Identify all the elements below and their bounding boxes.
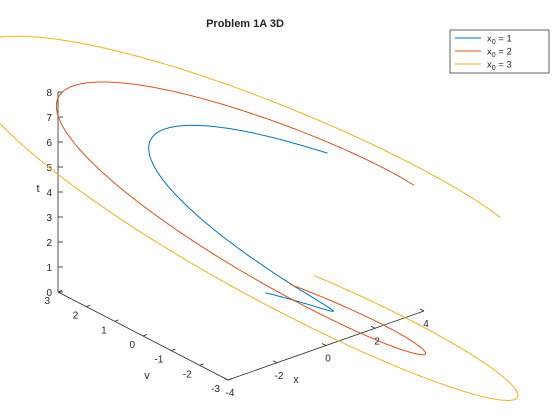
tick-marks xyxy=(57,91,425,381)
series-line-2 xyxy=(0,35,519,401)
v-tick-label: 3 xyxy=(44,296,50,307)
t-tick-label: 8 xyxy=(46,88,52,99)
x-axis-label: x xyxy=(293,374,299,386)
plot-lines xyxy=(0,35,519,401)
series-line-0 xyxy=(148,124,334,312)
series-line-1 xyxy=(55,81,427,356)
x-tick-label: -4 xyxy=(226,388,235,399)
chart-title: Problem 1A 3D xyxy=(206,18,284,30)
v-tick xyxy=(227,378,233,381)
v-tick xyxy=(86,304,91,308)
v-tick-label: -2 xyxy=(183,369,192,380)
v-tick-label: -3 xyxy=(211,384,220,395)
v-tick-label: 2 xyxy=(73,311,79,322)
t-tick-label: 1 xyxy=(46,263,52,274)
x-tick xyxy=(419,308,425,312)
x-tick-label: -2 xyxy=(275,371,284,382)
legend-label-0: x0 = 1 xyxy=(487,34,512,47)
x-tick xyxy=(223,377,229,381)
t-tick-label: 5 xyxy=(46,163,52,174)
t-tick-label: 4 xyxy=(46,188,52,199)
v-tick-label: 1 xyxy=(101,325,107,336)
legend-label-2: x0 = 3 xyxy=(487,60,512,73)
x-tick-label: 2 xyxy=(374,336,380,347)
v-tick xyxy=(142,334,148,337)
t-tick-label: 0 xyxy=(46,288,52,299)
legend: x0 = 1x0 = 2x0 = 3 xyxy=(449,29,550,74)
v-tick xyxy=(199,363,204,366)
t-tick-label: 6 xyxy=(46,138,52,149)
x-tick-label: 0 xyxy=(325,354,331,365)
v-tick xyxy=(171,348,176,352)
y-axis-label: v xyxy=(144,370,150,382)
x-tick xyxy=(370,325,376,329)
t-tick-label: 7 xyxy=(46,113,52,124)
v-tick-label: -1 xyxy=(154,355,163,366)
v-tick xyxy=(114,319,119,322)
v-tick-label: 0 xyxy=(129,340,135,351)
legend-entries: x0 = 1x0 = 2x0 = 3 xyxy=(455,34,512,73)
x-tick xyxy=(321,343,327,346)
legend-label-1: x0 = 2 xyxy=(487,47,512,60)
x-tick xyxy=(272,360,278,364)
x-tick-label: 4 xyxy=(423,319,429,330)
z-axis-label: t xyxy=(36,183,39,195)
t-tick-label: 2 xyxy=(46,238,52,249)
t-tick-label: 3 xyxy=(46,213,52,224)
